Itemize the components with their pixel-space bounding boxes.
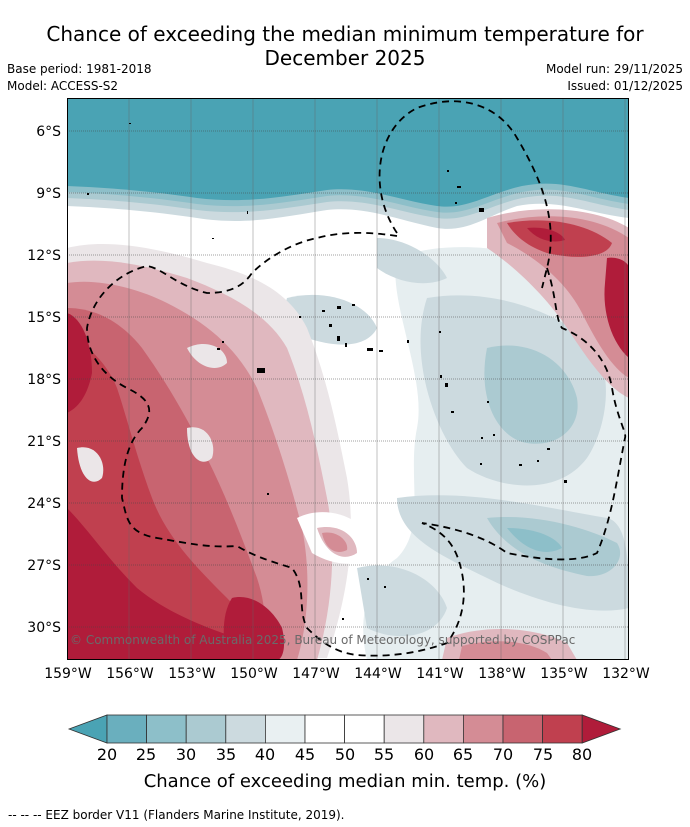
lon-label-153w: 153°W bbox=[168, 666, 216, 682]
colorbar-tick-30: 30 bbox=[175, 745, 197, 764]
probability-map bbox=[67, 98, 629, 660]
colorbar-cell bbox=[383, 714, 425, 744]
lon-label-150w: 150°W bbox=[230, 666, 278, 682]
colorbar bbox=[67, 714, 622, 744]
colorbar-cell bbox=[225, 714, 266, 744]
graticule bbox=[67, 130, 629, 628]
colorbar-tick-65: 65 bbox=[452, 745, 474, 764]
eez-border bbox=[86, 100, 627, 657]
meridians bbox=[128, 98, 626, 660]
lon-label-141w: 141°W bbox=[416, 666, 464, 682]
lon-label-159w: 159°W bbox=[44, 666, 92, 682]
copyright-notice: © Commonwealth of Australia 2025, Bureau… bbox=[70, 633, 576, 647]
colorbar-tick-25: 25 bbox=[135, 745, 157, 764]
red-region-south bbox=[442, 628, 577, 660]
colorbar-tick-55: 55 bbox=[373, 745, 395, 764]
lon-label-156w: 156°W bbox=[106, 666, 154, 682]
lon-label-144w: 144°W bbox=[354, 666, 402, 682]
colorbar-cell bbox=[502, 714, 543, 744]
lat-label-30s: 30°S bbox=[27, 620, 61, 636]
lat-label-24s: 24°S bbox=[27, 496, 61, 512]
eez-legend-note: -- -- -- EEZ border V11 (Flanders Marine… bbox=[8, 808, 345, 822]
colorbar-cell bbox=[344, 714, 385, 744]
colorbar-cell bbox=[146, 714, 187, 744]
lat-label-27s: 27°S bbox=[27, 558, 61, 574]
lat-label-21s: 21°S bbox=[27, 434, 61, 450]
colorbar-tick-35: 35 bbox=[215, 745, 237, 764]
model-run: Model run: 29/11/2025 bbox=[545, 62, 683, 76]
base-period: Base period: 1981-2018 bbox=[7, 62, 152, 76]
colorbar-cell bbox=[423, 714, 464, 744]
colorbar-cell bbox=[462, 714, 504, 744]
lon-label-147w: 147°W bbox=[292, 666, 340, 682]
colorbar-tick-50: 50 bbox=[334, 745, 356, 764]
map-title: Chance of exceeding the median minimum t… bbox=[46, 22, 644, 70]
lat-label-18s: 18°S bbox=[27, 372, 61, 388]
low-probability-region bbox=[277, 238, 629, 660]
colorbar-tick-45: 45 bbox=[294, 745, 316, 764]
lon-label-138w: 138°W bbox=[478, 666, 526, 682]
colorbar-tick-70: 70 bbox=[492, 745, 514, 764]
colorbar-cell bbox=[106, 714, 147, 744]
colorbar-tick-40: 40 bbox=[254, 745, 276, 764]
colorbar-cell bbox=[264, 714, 306, 744]
lon-label-135w: 135°W bbox=[540, 666, 588, 682]
colorbar-cell bbox=[542, 714, 583, 744]
lat-label-9s: 9°S bbox=[36, 186, 61, 202]
lat-label-15s: 15°S bbox=[27, 310, 61, 326]
colorbar-tick-60: 60 bbox=[413, 745, 435, 764]
colorbar-tick-20: 20 bbox=[96, 745, 118, 764]
map-panel bbox=[67, 98, 629, 660]
model-name: Model: ACCESS-S2 bbox=[7, 79, 119, 93]
colorbar-extend-high bbox=[581, 714, 622, 744]
lat-label-6s: 6°S bbox=[36, 124, 61, 140]
colorbar-tick-80: 80 bbox=[571, 745, 593, 764]
colorbar-extend-low bbox=[67, 714, 108, 744]
lon-label-132w: 132°W bbox=[602, 666, 650, 682]
colorbar-title: Chance of exceeding median min. temp. (%… bbox=[143, 771, 547, 792]
colorbar-cell bbox=[185, 714, 227, 744]
colorbar-cell bbox=[304, 714, 345, 744]
blue-band-north bbox=[67, 98, 629, 229]
colorbar-tick-75: 75 bbox=[532, 745, 554, 764]
islands bbox=[87, 123, 567, 620]
issued-date: Issued: 01/12/2025 bbox=[567, 79, 683, 93]
lat-label-12s: 12°S bbox=[27, 248, 61, 264]
red-region-northeast bbox=[487, 209, 629, 398]
